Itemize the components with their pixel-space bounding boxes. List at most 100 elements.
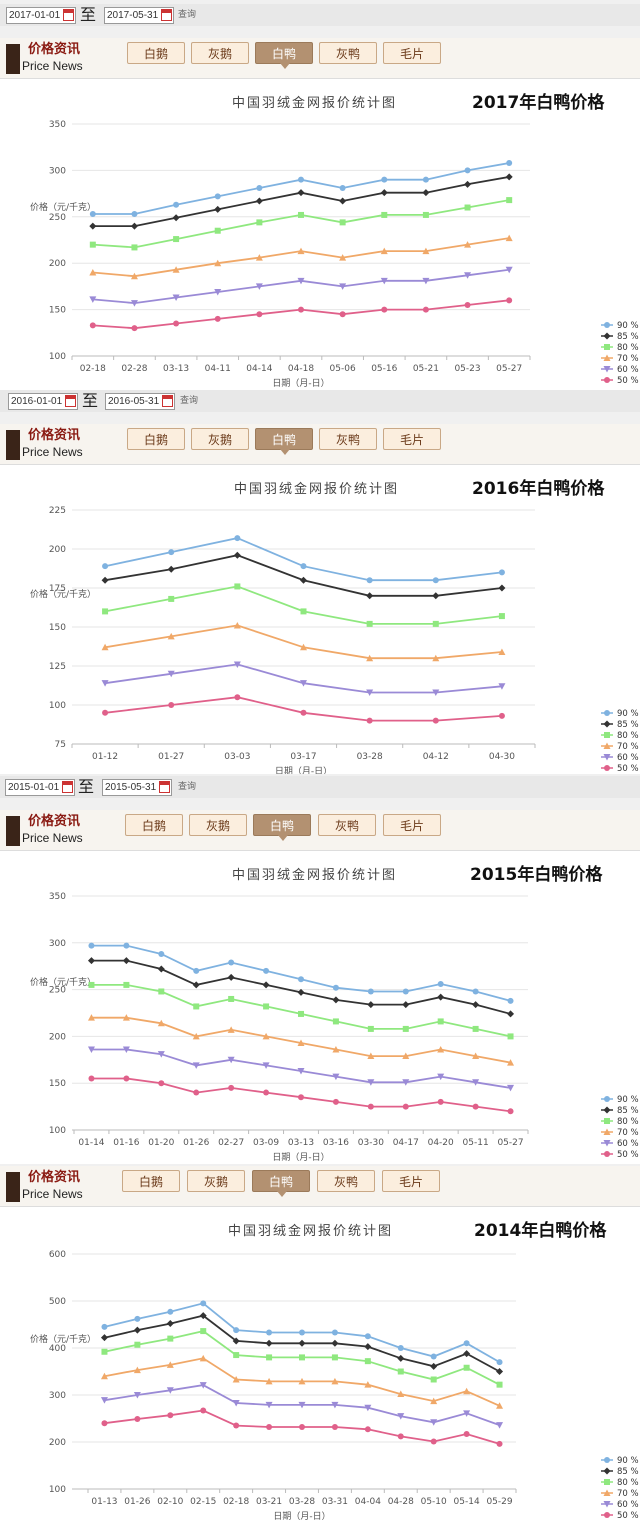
data-point [364,1333,371,1340]
data-point [463,1340,470,1347]
data-point [262,1032,270,1040]
query-button[interactable]: 查询 [178,10,197,20]
tab-grey-duck[interactable]: 灰鸭 [319,428,377,450]
calendar-icon[interactable] [161,9,172,21]
legend-label: 80 % [617,1117,639,1127]
data-point [134,1315,141,1322]
legend-label: 85 % [617,720,639,730]
data-point [88,1075,95,1082]
data-point [331,1329,338,1336]
x-tick-label: 01-27 [158,752,184,762]
legend-marker [603,1467,611,1475]
data-point [234,694,241,701]
data-point [507,1033,514,1040]
data-point [472,1052,480,1060]
start-date-input[interactable]: 2015-01-01 [5,779,75,796]
data-point [233,1327,240,1334]
tab-feather[interactable]: 毛片 [383,428,441,450]
legend-label: 60 % [617,753,639,763]
line-chart-2015: 100 150 200 250 300 350 01-14 01-16 01-20 01-26 02… [30,892,639,1163]
tab-white-duck[interactable]: 白鸭 [255,42,313,69]
legend-label: 80 % [617,343,639,353]
x-tick-label: 03-17 [290,752,316,762]
tab-grey-duck[interactable]: 灰鸭 [319,42,377,64]
tab-white-duck[interactable]: 白鸭 [252,1170,310,1197]
series-line-70pct [104,624,502,660]
tab-white-goose[interactable]: 白鹅 [125,814,183,836]
tab-grey-duck[interactable]: 灰鸭 [318,814,376,836]
data-point [233,1352,240,1359]
data-point [255,254,263,261]
y-tick-label: 350 [49,892,66,902]
data-point [193,1089,200,1096]
tab-white-duck[interactable]: 白鸭 [255,428,313,455]
calendar-icon[interactable] [63,9,74,21]
series-line-85pct [91,959,511,1015]
data-point [167,632,175,640]
tab-feather[interactable]: 毛片 [382,1170,440,1192]
tab-white-goose[interactable]: 白鹅 [127,428,185,450]
query-button[interactable]: 查询 [180,396,199,406]
legend-marker [603,1128,611,1135]
series-line-80pct [92,199,510,249]
start-date-input[interactable]: 2017-01-01 [6,7,76,24]
legend-marker [603,742,611,749]
data-point [300,608,307,615]
query-button[interactable]: 查询 [178,782,197,792]
data-point [463,1410,471,1417]
data-point [89,296,97,303]
data-point [297,247,305,255]
data-point [498,569,505,576]
tab-white-goose[interactable]: 白鹅 [122,1170,180,1192]
tab-feather[interactable]: 毛片 [383,42,441,64]
data-point [167,670,175,678]
data-point [505,234,513,242]
x-tick-label: 01-26 [183,1138,209,1148]
data-point [397,1345,404,1351]
data-point [131,244,138,251]
data-point [339,185,346,192]
data-point [298,1010,304,1017]
calendar-icon[interactable] [65,395,76,407]
y-tick-label: 75 [55,740,66,750]
tab-grey-goose[interactable]: 灰鹅 [189,814,247,836]
tab-grey-duck[interactable]: 灰鸭 [317,1170,375,1192]
legend-marker [603,332,611,340]
end-date-input[interactable]: 2017-05-31 [104,7,174,24]
calendar-icon[interactable] [162,395,173,407]
end-date-input[interactable]: 2015-05-31 [102,779,172,796]
data-point [381,306,388,313]
end-date-input[interactable]: 2016-05-31 [105,393,175,410]
data-point [166,1320,174,1328]
data-point [101,680,109,687]
legend-label: 60 % [617,365,639,375]
x-axis-label: 日期（月-日） [273,1511,330,1522]
data-point [168,702,175,708]
data-point [397,1433,404,1440]
tab-grey-goose[interactable]: 灰鹅 [187,1170,245,1192]
tab-grey-goose[interactable]: 灰鹅 [191,428,249,450]
data-point [507,997,514,1004]
data-point [367,1001,375,1009]
data-point [298,211,304,218]
calendar-icon[interactable] [159,781,170,793]
tab-white-goose[interactable]: 白鹅 [127,42,185,64]
end-date-value: 2016-05-31 [108,396,160,407]
tab-white-duck[interactable]: 白鸭 [253,814,311,841]
x-tick-label: 03-30 [358,1138,384,1148]
calendar-icon[interactable] [62,781,73,793]
data-point [430,1376,437,1383]
data-point [232,1337,240,1345]
start-date-input[interactable]: 2016-01-01 [8,393,78,410]
legend-marker [603,1489,611,1496]
legend-label: 85 % [617,1106,639,1116]
x-tick-label: 01-16 [113,1138,139,1148]
data-point [430,1353,437,1360]
data-point [89,322,96,329]
tab-grey-goose[interactable]: 灰鹅 [191,42,249,64]
data-point [422,189,430,197]
end-date-value: 2017-05-31 [107,10,159,21]
data-point [214,259,222,267]
x-tick-label: 03-28 [357,752,383,762]
tab-feather[interactable]: 毛片 [383,814,441,836]
